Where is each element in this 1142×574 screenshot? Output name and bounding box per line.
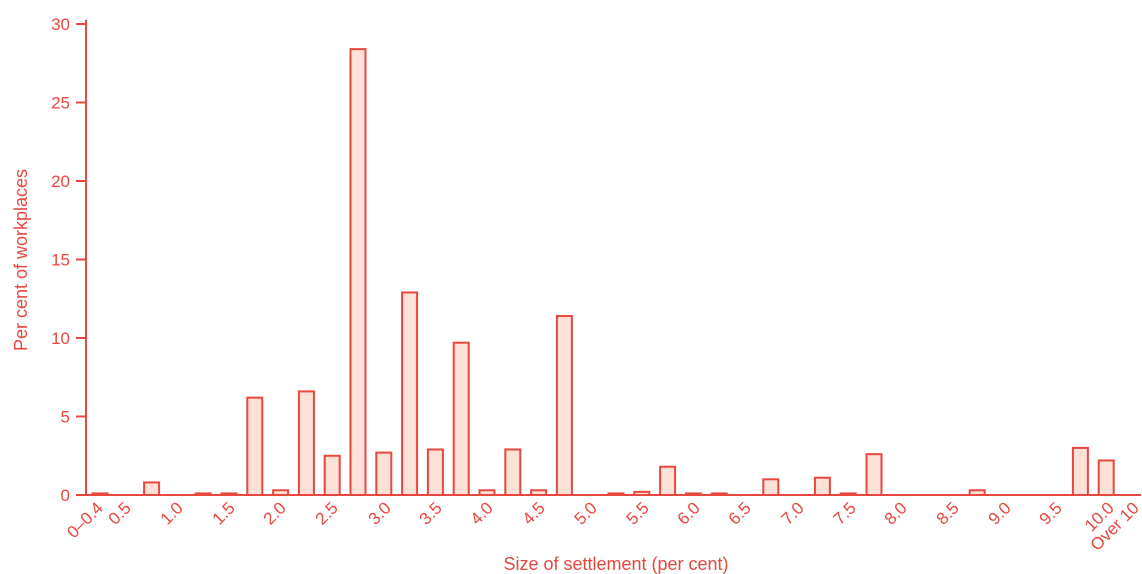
y-tick-label: 10	[51, 329, 70, 348]
x-tick-label: 4.0	[467, 498, 497, 528]
x-tick-label: 0.5	[105, 498, 135, 528]
x-axis-title: Size of settlement (per cent)	[503, 554, 728, 574]
bar	[762, 478, 780, 496]
x-tick-label: 3.5	[416, 498, 446, 528]
y-tick-label: 25	[51, 94, 70, 113]
bar	[813, 476, 831, 497]
x-tick-label: 5.5	[623, 498, 653, 528]
x-tick-label: 3.0	[365, 498, 395, 528]
bar	[504, 448, 522, 496]
bar	[659, 465, 677, 496]
x-tick-label: 7.5	[830, 498, 860, 528]
y-tick-label: 5	[61, 408, 70, 427]
bar	[375, 451, 393, 496]
x-tick-label: 7.0	[778, 498, 808, 528]
y-tick-label: 20	[51, 172, 70, 191]
bar	[401, 291, 419, 496]
bar	[452, 341, 470, 496]
x-tick-label: 9.5	[1036, 498, 1066, 528]
x-tick-label: 4.5	[519, 498, 549, 528]
x-tick-label: 6.5	[725, 498, 755, 528]
x-tick-label: 9.0	[985, 498, 1015, 528]
x-tick-label: 2.0	[260, 498, 290, 528]
x-tick-label: 1.0	[157, 498, 187, 528]
y-tick-label: 30	[51, 15, 70, 34]
bar	[865, 453, 883, 496]
y-tick-label: 15	[51, 251, 70, 270]
y-axis-title: Per cent of workplaces	[11, 169, 31, 351]
bars	[91, 48, 1115, 497]
x-axis: 0–0.40.5 1.0 1.5 2.0 2.5 3.0 3.5 4.0 4.5 5.0 5.5 6.…	[63, 494, 1142, 555]
y-tick-label: 0	[61, 486, 70, 505]
x-tick-label: 8.0	[881, 498, 911, 528]
x-tick-label: 5.0	[571, 498, 601, 528]
bar	[297, 390, 315, 497]
bar	[143, 481, 161, 497]
bar	[1097, 459, 1115, 496]
bar	[426, 448, 444, 496]
bar	[246, 396, 264, 496]
x-tick-label: 8.5	[933, 498, 963, 528]
bar	[349, 48, 367, 497]
x-tick-label: 2.5	[312, 498, 342, 528]
bar	[1071, 446, 1089, 496]
x-tick-label: 6.0	[674, 498, 704, 528]
bar	[323, 454, 341, 496]
bar	[555, 315, 573, 496]
x-tick-label: 1.5	[209, 498, 239, 528]
y-axis: 0 5 10 15 20 25 30	[51, 15, 87, 505]
